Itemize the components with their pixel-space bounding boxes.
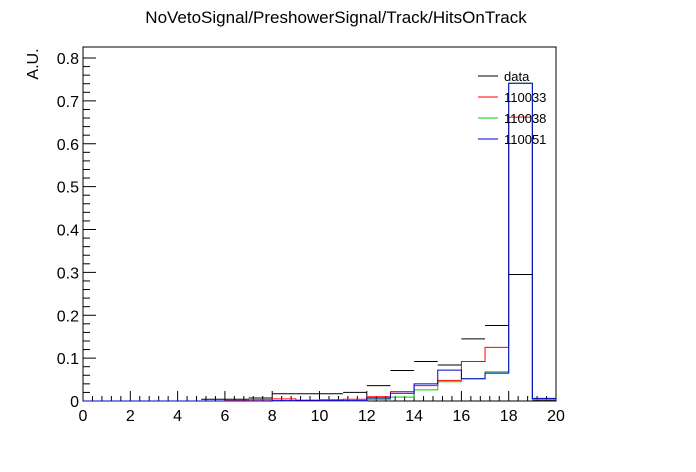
legend-label: 110051 xyxy=(504,132,546,147)
x-tick-label: 20 xyxy=(547,408,565,425)
x-tick-label: 4 xyxy=(173,408,182,425)
x-tick-label: 10 xyxy=(311,408,329,425)
y-tick-label: 0.8 xyxy=(57,51,79,68)
x-tick-label: 16 xyxy=(453,408,471,425)
x-tick-label: 12 xyxy=(358,408,376,425)
axis-ticks: 0 2 4 6 8 10 12 14 16 18 20 0 0.1 0.2 0.3 0.4 0.5 0.6 0.7 0… xyxy=(57,51,565,425)
y-tick-label: 0.1 xyxy=(57,351,79,368)
y-tick-label: 0.2 xyxy=(57,308,79,325)
series-layer xyxy=(83,82,557,402)
y-tick-label: 0.5 xyxy=(57,180,79,197)
x-tick-label: 8 xyxy=(268,408,277,425)
x-tick-label: 14 xyxy=(405,408,423,425)
x-tick-label: 2 xyxy=(126,408,135,425)
x-tick-label: 0 xyxy=(79,408,88,425)
legend: data 110033 110038 110051 xyxy=(478,69,546,147)
legend-label: 110038 xyxy=(504,111,546,126)
chart-title: NoVetoSignal/PreshowerSignal/Track/HitsO… xyxy=(145,8,527,27)
y-axis-label: A.U. xyxy=(25,48,42,79)
x-tick-label: 18 xyxy=(500,408,518,425)
y-tick-label: 0.4 xyxy=(57,223,79,240)
series-line-110051 xyxy=(83,82,557,402)
legend-label: 110033 xyxy=(504,90,546,105)
series-line-110033 xyxy=(83,116,557,402)
legend-label: data xyxy=(504,69,530,84)
x-tick-label: 6 xyxy=(220,408,229,425)
y-tick-label: 0.3 xyxy=(57,265,79,282)
y-tick-label: 0.7 xyxy=(57,94,79,111)
y-tick-label: 0 xyxy=(70,394,79,411)
y-tick-label: 0.6 xyxy=(57,137,79,154)
